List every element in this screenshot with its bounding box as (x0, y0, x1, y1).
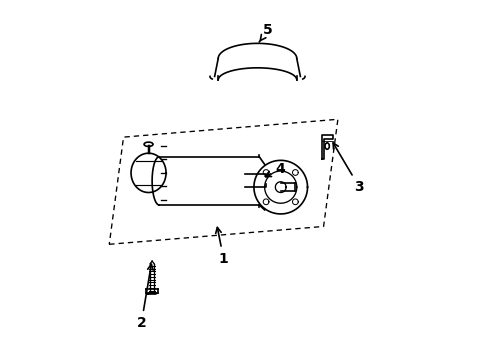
Text: 4: 4 (265, 162, 286, 176)
Text: 3: 3 (333, 143, 364, 194)
Text: 1: 1 (216, 228, 228, 266)
Text: 5: 5 (259, 23, 273, 42)
Text: 2: 2 (137, 264, 153, 330)
